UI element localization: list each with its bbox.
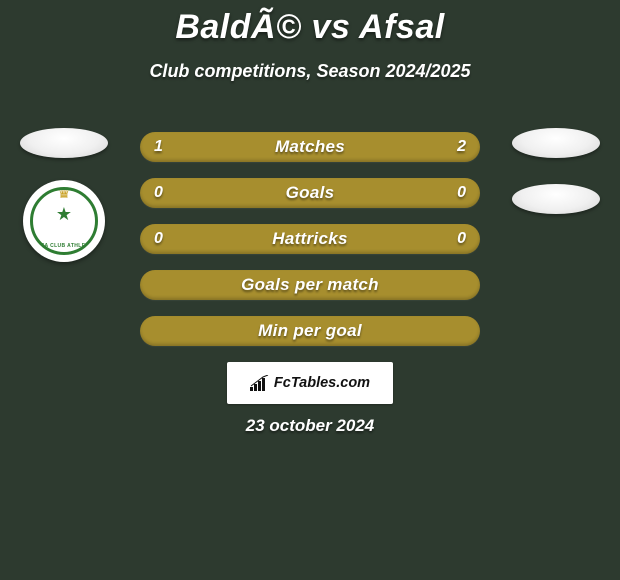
stat-label: Min per goal: [258, 321, 362, 341]
page-subtitle: Club competitions, Season 2024/2025: [0, 61, 620, 82]
stat-value-left: 1: [154, 132, 163, 162]
stats-table: 1 Matches 2 0 Goals 0 0 Hattricks 0 Goal…: [140, 132, 480, 362]
stat-value-left: 0: [154, 178, 163, 208]
stat-row-min-per-goal: Min per goal: [140, 316, 480, 346]
stat-label: Hattricks: [272, 229, 347, 249]
stat-row-matches: 1 Matches 2: [140, 132, 480, 162]
right-logo-column: [506, 128, 606, 214]
crown-icon: ♛: [57, 187, 71, 202]
left-logo-column: ♛ ★ RAJA CLUB ATHLETIC: [14, 128, 114, 262]
star-icon: ★: [56, 205, 72, 223]
stat-label: Matches: [275, 137, 345, 157]
stat-row-goals: 0 Goals 0: [140, 178, 480, 208]
stat-value-right: 0: [457, 178, 466, 208]
page-title: BaldÃ© vs Afsal: [0, 8, 620, 47]
stat-value-right: 2: [457, 132, 466, 162]
stat-value-right: 0: [457, 224, 466, 254]
club-badge-text: RAJA CLUB ATHLETIC: [33, 243, 95, 249]
stat-value-left: 0: [154, 224, 163, 254]
bars-chart-icon: [250, 375, 270, 391]
stat-row-goals-per-match: Goals per match: [140, 270, 480, 300]
player1-placeholder-icon: [20, 128, 108, 158]
brand-box[interactable]: FcTables.com: [227, 362, 393, 404]
club-badge-raja: ♛ ★ RAJA CLUB ATHLETIC: [23, 180, 105, 262]
club2-placeholder-icon: [512, 184, 600, 214]
brand-text: FcTables.com: [274, 375, 370, 391]
stat-label: Goals: [286, 183, 335, 203]
stat-label: Goals per match: [241, 275, 379, 295]
stat-row-hattricks: 0 Hattricks 0: [140, 224, 480, 254]
player2-placeholder-icon: [512, 128, 600, 158]
footer-date: 23 october 2024: [0, 416, 620, 436]
